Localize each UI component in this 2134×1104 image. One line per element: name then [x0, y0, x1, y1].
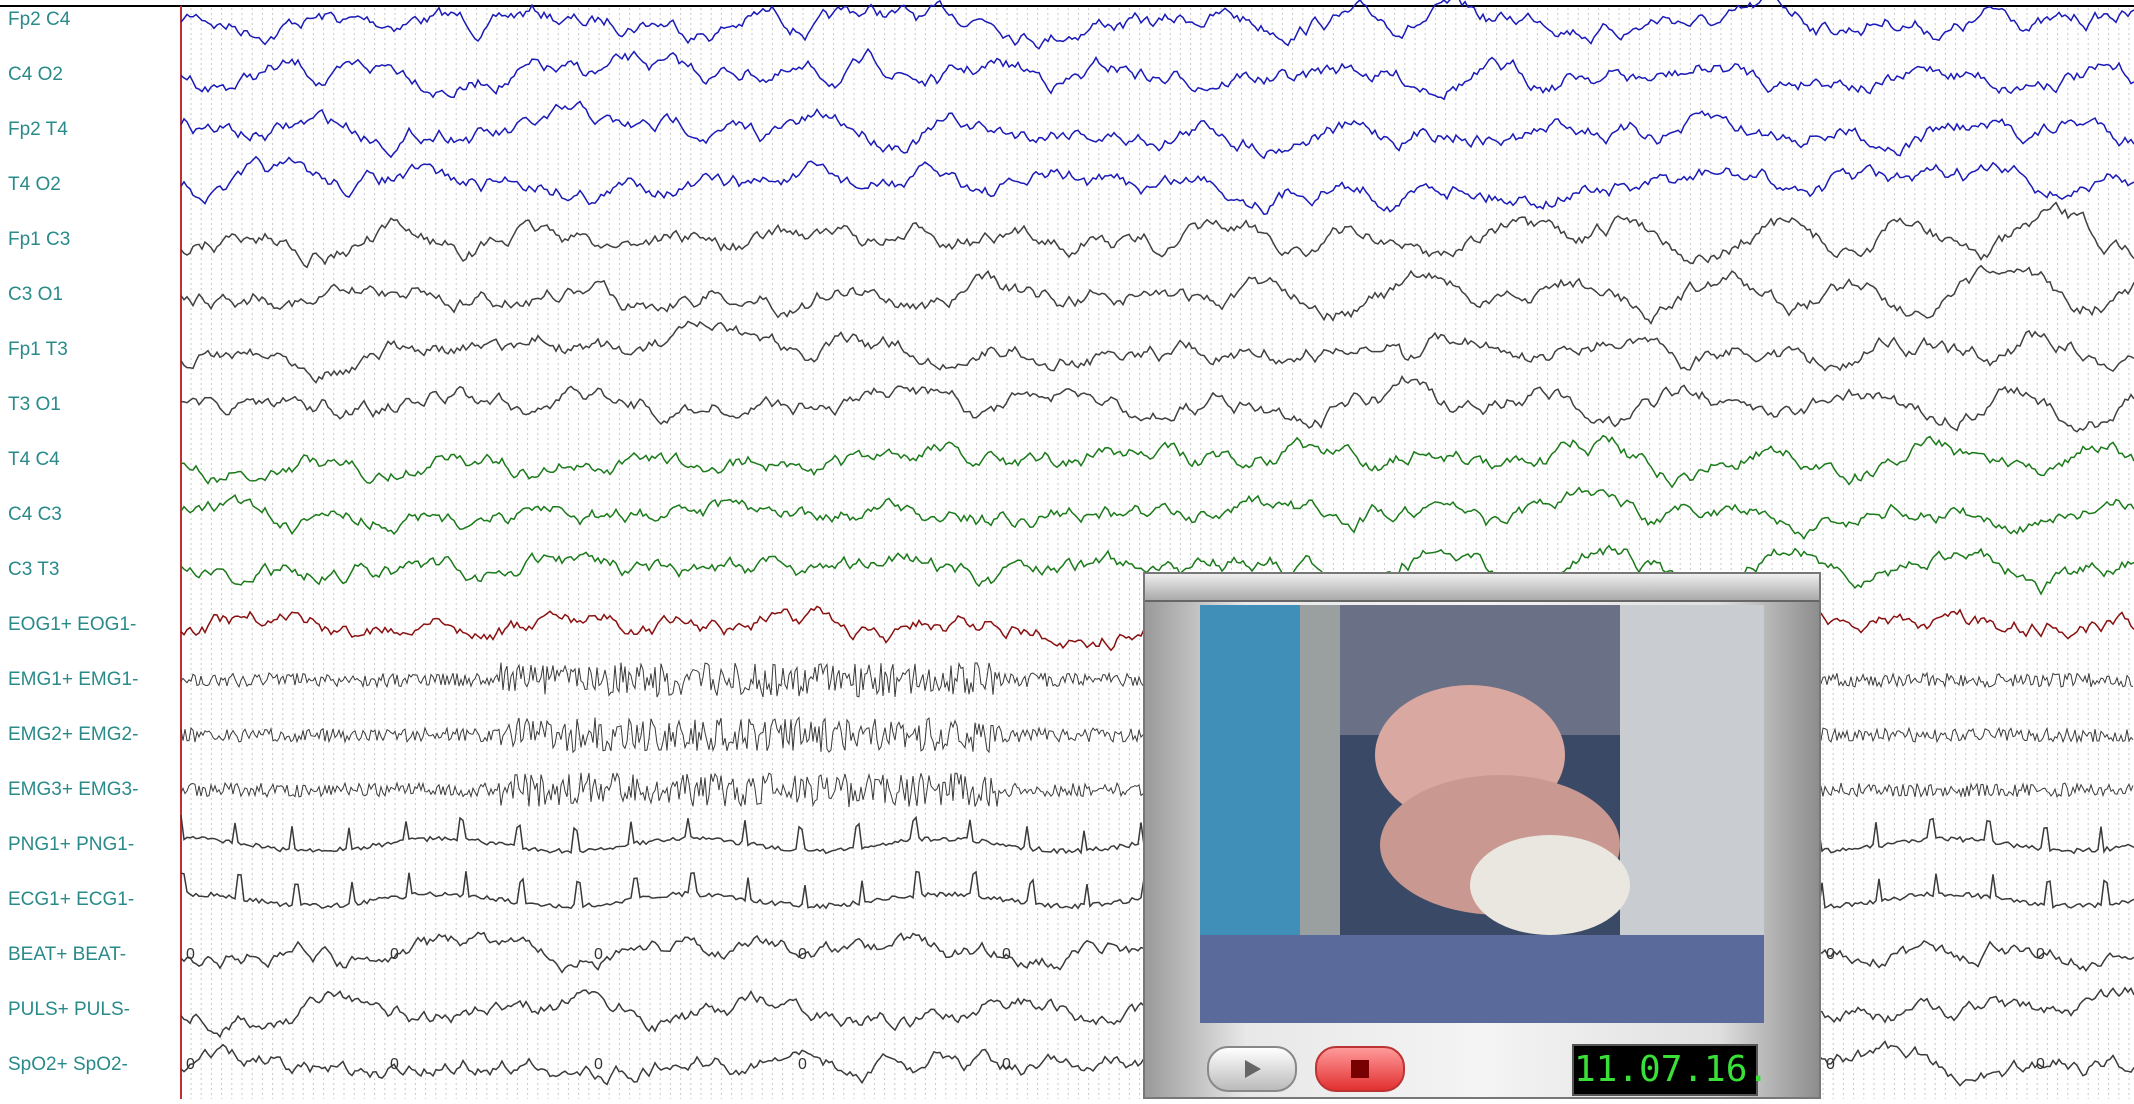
eeg-trace: [181, 49, 2134, 99]
beat-marker: 0: [186, 1056, 195, 1073]
eeg-viewer: Fp2 C4 C4 O2 Fp2 T4 T4 O2 Fp1 C3 C3 O1 Fp1 T3 T…: [0, 0, 2134, 1099]
channel-label: Fp1 T3: [8, 339, 68, 360]
channel-label: C4 O2: [8, 64, 63, 85]
channel-label: EMG2+ EMG2-: [8, 724, 138, 745]
beat-marker: 0: [1826, 1056, 1835, 1073]
beat-marker: 0: [798, 946, 807, 963]
beat-marker: 0: [1002, 1056, 1011, 1073]
beat-marker: 0: [390, 1056, 399, 1073]
stop-button[interactable]: [1315, 1046, 1405, 1092]
video-window: 11.07.16.: [1143, 572, 1821, 1099]
channel-label: EOG1+ EOG1-: [8, 614, 136, 635]
video-frame: [1200, 605, 1764, 1023]
eeg-trace: [181, 266, 2134, 324]
eeg-trace: [181, 377, 2134, 432]
video-titlebar: [1145, 574, 1819, 602]
eeg-trace: [181, 157, 2134, 215]
beat-marker: 0: [594, 946, 603, 963]
beat-marker: 0: [1826, 946, 1835, 963]
play-button[interactable]: [1207, 1046, 1297, 1092]
eeg-trace: [181, 203, 2134, 268]
channel-label: T3 O1: [8, 394, 61, 415]
timestamp-display: 11.07.16.: [1572, 1044, 1758, 1096]
beat-marker: 0: [798, 1056, 807, 1073]
beat-marker: 0: [1002, 946, 1011, 963]
channel-label: PNG1+ PNG1-: [8, 834, 134, 855]
beat-marker: 0: [594, 1056, 603, 1073]
channel-label: Fp1 C3: [8, 229, 70, 250]
channel-label: EMG1+ EMG1-: [8, 669, 138, 690]
channel-label: C3 T3: [8, 559, 59, 580]
channel-label: EMG3+ EMG3-: [8, 779, 138, 800]
channel-label: BEAT+ BEAT-: [8, 944, 126, 965]
channel-label: ECG1+ ECG1-: [8, 889, 134, 910]
eeg-trace: [181, 488, 2134, 539]
channel-label: C3 O1: [8, 284, 63, 305]
channel-label: Fp2 C4: [8, 9, 71, 30]
video-image: [1200, 605, 1764, 1023]
beat-marker: 0: [2036, 946, 2045, 963]
eeg-trace: [181, 436, 2134, 488]
channel-label: PULS+ PULS-: [8, 999, 130, 1020]
eeg-trace: [181, 0, 2134, 49]
eeg-trace: [181, 102, 2134, 159]
channel-label: T4 O2: [8, 174, 61, 195]
channel-label: SpO2+ SpO2-: [8, 1054, 128, 1075]
beat-marker: 0: [390, 946, 399, 963]
eeg-trace: [181, 321, 2134, 382]
channel-label: C4 C3: [8, 504, 62, 525]
beat-marker: 0: [2036, 1056, 2045, 1073]
beat-marker: 0: [186, 946, 195, 963]
channel-label: Fp2 T4: [8, 119, 68, 140]
channel-label: T4 C4: [8, 449, 60, 470]
